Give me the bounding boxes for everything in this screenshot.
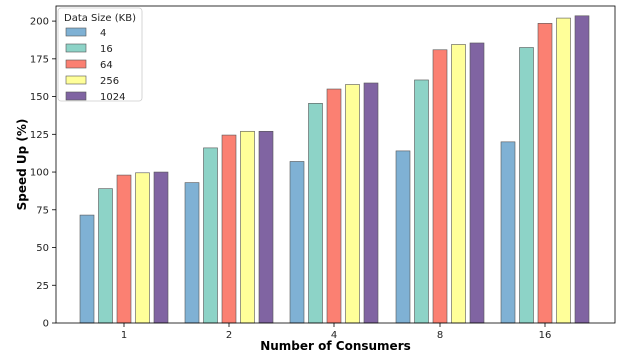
legend-label-4kb: 4 bbox=[100, 28, 106, 39]
legend-swatch-4kb bbox=[65, 27, 87, 37]
y-tick-label: 25 bbox=[36, 281, 49, 292]
y-axis-label: Speed Up (%) bbox=[15, 119, 29, 211]
y-tick-label: 150 bbox=[30, 92, 49, 103]
bar-8-consumers-4kb bbox=[395, 150, 411, 324]
legend-swatch-1024kb bbox=[65, 91, 87, 101]
legend-label-64kb: 64 bbox=[100, 60, 113, 71]
y-tick-label: 125 bbox=[30, 130, 49, 141]
legend-swatch-256kb bbox=[65, 75, 87, 85]
y-tick-label: 0 bbox=[43, 319, 49, 330]
bar-4-consumers-16kb bbox=[308, 103, 323, 324]
bar-4-consumers-1024kb bbox=[363, 82, 379, 324]
bars-group bbox=[79, 15, 590, 324]
y-tick-label: 175 bbox=[30, 54, 49, 65]
bar-16-consumers-1024kb bbox=[574, 15, 590, 324]
bar-2-consumers-16kb bbox=[203, 147, 218, 324]
legend-items: 4 16 64 256 1024 bbox=[65, 27, 125, 103]
bar-8-consumers-16kb bbox=[414, 79, 429, 324]
bar-1-consumers-16kb bbox=[98, 188, 113, 324]
bar-16-consumers-64kb bbox=[537, 23, 553, 324]
x-axis-label: Number of Consumers bbox=[260, 339, 411, 353]
x-tick-label: 1 bbox=[121, 330, 127, 341]
legend-title: Data Size (KB) bbox=[64, 13, 136, 24]
x-tick-label: 2 bbox=[226, 330, 232, 341]
y-tick-label: 75 bbox=[36, 205, 49, 216]
bar-2-consumers-4kb bbox=[184, 182, 200, 324]
bar-4-consumers-256kb bbox=[345, 84, 360, 324]
bar-2-consumers-1024kb bbox=[258, 130, 274, 324]
plot-frame bbox=[55, 5, 616, 324]
y-axis: 0 25 50 75 100 125 150 175 200 bbox=[30, 17, 56, 330]
legend-label-256kb: 256 bbox=[100, 76, 119, 87]
bar-8-consumers-256kb bbox=[451, 44, 466, 324]
bar-16-consumers-16kb bbox=[519, 47, 534, 324]
bar-8-consumers-1024kb bbox=[469, 42, 485, 324]
bar-1-consumers-256kb bbox=[135, 172, 150, 324]
y-tick-label: 100 bbox=[30, 168, 49, 179]
bar-1-consumers-1024kb bbox=[153, 171, 169, 324]
legend-label-16kb: 16 bbox=[100, 44, 113, 55]
legend-swatch-16kb bbox=[65, 43, 87, 53]
legend-label-1024kb: 1024 bbox=[100, 92, 125, 103]
bar-16-consumers-256kb bbox=[556, 17, 571, 324]
bar-1-consumers-4kb bbox=[79, 214, 95, 324]
x-tick-label: 4 bbox=[331, 330, 337, 341]
legend: Data Size (KB) 4 16 64 256 1024 bbox=[57, 7, 143, 103]
bar-8-consumers-64kb bbox=[432, 49, 448, 324]
x-tick-label: 8 bbox=[437, 330, 443, 341]
bar-4-consumers-64kb bbox=[326, 88, 342, 324]
bar-4-consumers-4kb bbox=[289, 161, 305, 324]
y-tick-label: 50 bbox=[36, 243, 49, 254]
y-tick-label: 200 bbox=[30, 17, 49, 28]
bar-2-consumers-64kb bbox=[221, 134, 237, 324]
bar-1-consumers-64kb bbox=[116, 174, 132, 324]
x-tick-label: 16 bbox=[539, 330, 552, 341]
x-axis: 1 2 4 8 16 bbox=[121, 323, 552, 341]
bar-2-consumers-256kb bbox=[240, 130, 255, 324]
bar-16-consumers-4kb bbox=[500, 141, 516, 324]
legend-swatch-64kb bbox=[65, 59, 87, 69]
